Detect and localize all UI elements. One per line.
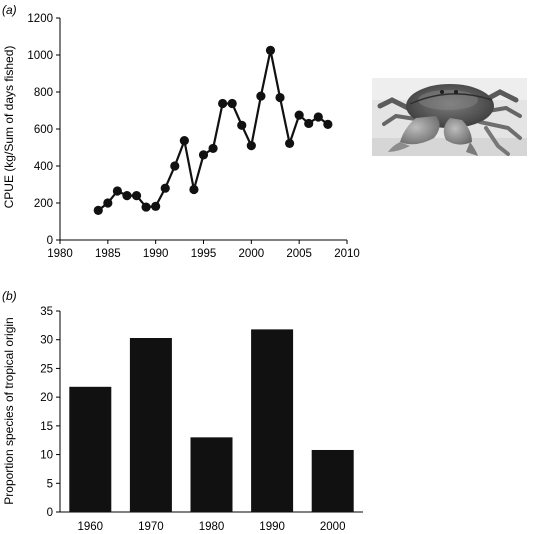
panel-b-bar-chart: (b) 0 5 10 15 20 25 30 35 1960 1970 1980 1990 2000 P… <box>2 289 363 533</box>
panel-a-y-tick-label: 1000 <box>27 50 53 62</box>
panel-b-y-tick-label: 5 <box>47 478 53 490</box>
panel-a-y-tick-label: 800 <box>34 87 53 99</box>
panel-b-label: (b) <box>2 289 17 303</box>
panel-a-y-tick-label: 600 <box>34 124 53 136</box>
panel-b-x-tick-label: 1960 <box>78 521 104 533</box>
panel-b-y-tick-label: 10 <box>40 450 53 462</box>
panel-a-data-point <box>151 201 161 211</box>
panel-b-bars <box>69 329 354 512</box>
panel-a-data-point <box>170 161 180 171</box>
panel-b-y-tick-label: 0 <box>47 507 53 519</box>
panel-b-bar <box>129 337 172 512</box>
panel-a-x-tick-label: 1985 <box>95 248 121 260</box>
panel-a-data-point <box>189 184 199 195</box>
panel-b-y-tick-label: 30 <box>40 335 53 347</box>
panel-a-data-point <box>122 191 132 201</box>
panel-a-data-point <box>198 150 209 160</box>
mud-crab-photo <box>372 78 527 156</box>
panel-a-x-tick-label: 2005 <box>286 248 312 260</box>
panel-a-data-point <box>323 119 333 129</box>
panel-a-data-point <box>131 191 142 201</box>
panel-a-line-chart: (a) 0 200 400 600 800 1000 1200 1980 1985 1990 199… <box>2 3 360 260</box>
panel-a-data-point <box>265 45 276 55</box>
panel-a-y-tick-label: 200 <box>34 198 53 210</box>
panel-a-data-point <box>218 98 228 109</box>
panel-a-data-point <box>256 91 266 101</box>
panel-b-x-tick-label: 1970 <box>138 521 164 533</box>
panel-b-bar <box>311 449 354 512</box>
panel-a-x-tick-label: 1995 <box>191 248 217 260</box>
panel-a-x-tick-label: 1990 <box>143 248 169 260</box>
panel-a-data-point <box>179 136 189 146</box>
panel-a-y-tick-label: 0 <box>47 235 53 247</box>
panel-a-data-point <box>275 92 285 103</box>
panel-a-data-point <box>93 205 103 215</box>
panel-a-data-point <box>227 98 237 109</box>
panel-a-y-tick-label: 400 <box>34 161 53 173</box>
panel-b-y-tick-label: 25 <box>40 363 53 375</box>
panel-b-bar <box>190 437 233 512</box>
panel-a-series-line <box>97 50 329 212</box>
panel-b-bar <box>69 386 112 512</box>
panel-b-x-tick-label: 2000 <box>320 521 346 533</box>
panel-a-label: (a) <box>2 3 17 17</box>
panel-a-data-point <box>160 183 170 193</box>
panel-a-data-point <box>208 143 218 154</box>
panel-a-data-point <box>294 110 304 120</box>
panel-a-x-tick-label: 1980 <box>47 248 73 260</box>
panel-a-x-tick-label: 2010 <box>334 248 360 260</box>
panel-a-data-point <box>112 186 122 196</box>
panel-a-data-point <box>313 112 323 122</box>
panel-b-y-axis-title: Proportion species of tropical origin <box>2 317 16 504</box>
panel-a-data-point <box>304 118 314 129</box>
panel-b-y-tick-label: 15 <box>40 421 53 433</box>
panel-a-data-point <box>285 138 295 149</box>
panel-b-x-tick-label: 1990 <box>259 521 285 533</box>
panel-a-data-point <box>141 202 151 212</box>
panel-b-ticks: 0 5 10 15 20 25 30 35 1960 1970 1980 1990 2000 <box>40 306 345 533</box>
panel-a-data-point <box>246 141 256 151</box>
panel-b-x-tick-label: 1980 <box>199 521 225 533</box>
panel-a-y-axis-title: CPUE (kg/Sum of days fished) <box>2 46 16 209</box>
panel-a-x-tick-label: 2000 <box>239 248 265 260</box>
panel-b-y-tick-label: 35 <box>40 306 53 318</box>
panel-a-ticks: 0 200 400 600 800 1000 1200 1980 1985 1990 1995 200… <box>27 13 359 260</box>
panel-b-bar <box>251 329 294 512</box>
panel-a-data-point <box>103 198 113 208</box>
panel-b-y-tick-label: 20 <box>40 392 53 404</box>
panel-a-series <box>93 45 333 215</box>
panel-a-data-point <box>237 120 247 130</box>
panel-a-y-tick-label: 1200 <box>27 13 53 25</box>
